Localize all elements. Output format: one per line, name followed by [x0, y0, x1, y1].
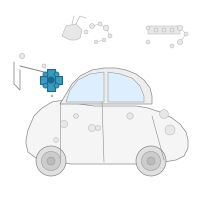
Circle shape	[88, 124, 96, 132]
Circle shape	[184, 32, 188, 36]
Polygon shape	[108, 72, 144, 102]
Circle shape	[136, 146, 166, 176]
Circle shape	[43, 83, 48, 88]
Circle shape	[90, 24, 94, 28]
Circle shape	[42, 64, 46, 68]
Circle shape	[19, 53, 25, 59]
Circle shape	[48, 77, 54, 83]
Circle shape	[54, 72, 59, 77]
Circle shape	[54, 138, 58, 142]
Polygon shape	[60, 68, 152, 104]
Circle shape	[94, 40, 98, 44]
Polygon shape	[47, 69, 55, 91]
Circle shape	[147, 157, 155, 165]
Circle shape	[84, 30, 88, 34]
Circle shape	[146, 26, 150, 30]
Circle shape	[60, 120, 68, 128]
Circle shape	[141, 151, 161, 171]
Circle shape	[127, 113, 133, 119]
Circle shape	[170, 28, 174, 32]
Circle shape	[160, 110, 168, 118]
Circle shape	[165, 125, 175, 135]
Circle shape	[108, 34, 112, 38]
Circle shape	[47, 157, 55, 165]
Circle shape	[177, 39, 183, 45]
Circle shape	[43, 72, 48, 77]
Circle shape	[146, 40, 150, 44]
Polygon shape	[40, 76, 62, 84]
Circle shape	[36, 146, 66, 176]
Circle shape	[177, 25, 183, 31]
Circle shape	[41, 151, 61, 171]
Circle shape	[102, 38, 106, 42]
Circle shape	[51, 95, 53, 97]
Circle shape	[103, 25, 109, 31]
Circle shape	[162, 28, 166, 32]
Circle shape	[74, 114, 78, 118]
Polygon shape	[62, 24, 82, 40]
Circle shape	[170, 44, 174, 48]
Circle shape	[98, 22, 102, 26]
Polygon shape	[26, 100, 188, 164]
Circle shape	[54, 83, 59, 88]
Circle shape	[154, 28, 158, 32]
Bar	[148, 26, 180, 34]
Circle shape	[50, 86, 54, 90]
Circle shape	[95, 125, 101, 131]
Polygon shape	[66, 72, 104, 102]
